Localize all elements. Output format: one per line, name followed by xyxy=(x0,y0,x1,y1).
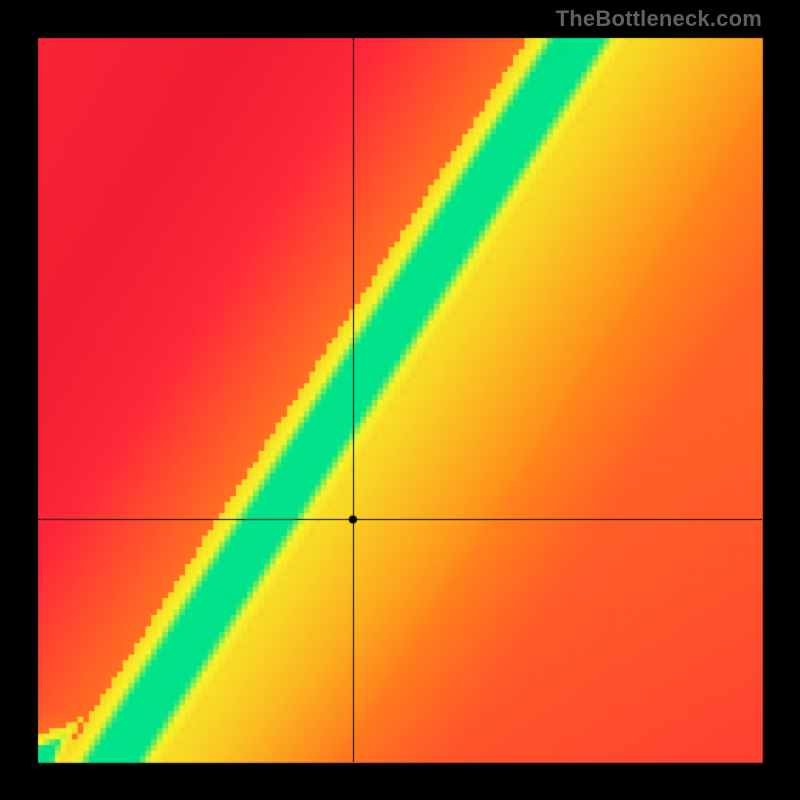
bottleneck-heatmap-canvas xyxy=(0,0,800,800)
watermark-text: TheBottleneck.com xyxy=(556,6,762,32)
chart-container: TheBottleneck.com xyxy=(0,0,800,800)
